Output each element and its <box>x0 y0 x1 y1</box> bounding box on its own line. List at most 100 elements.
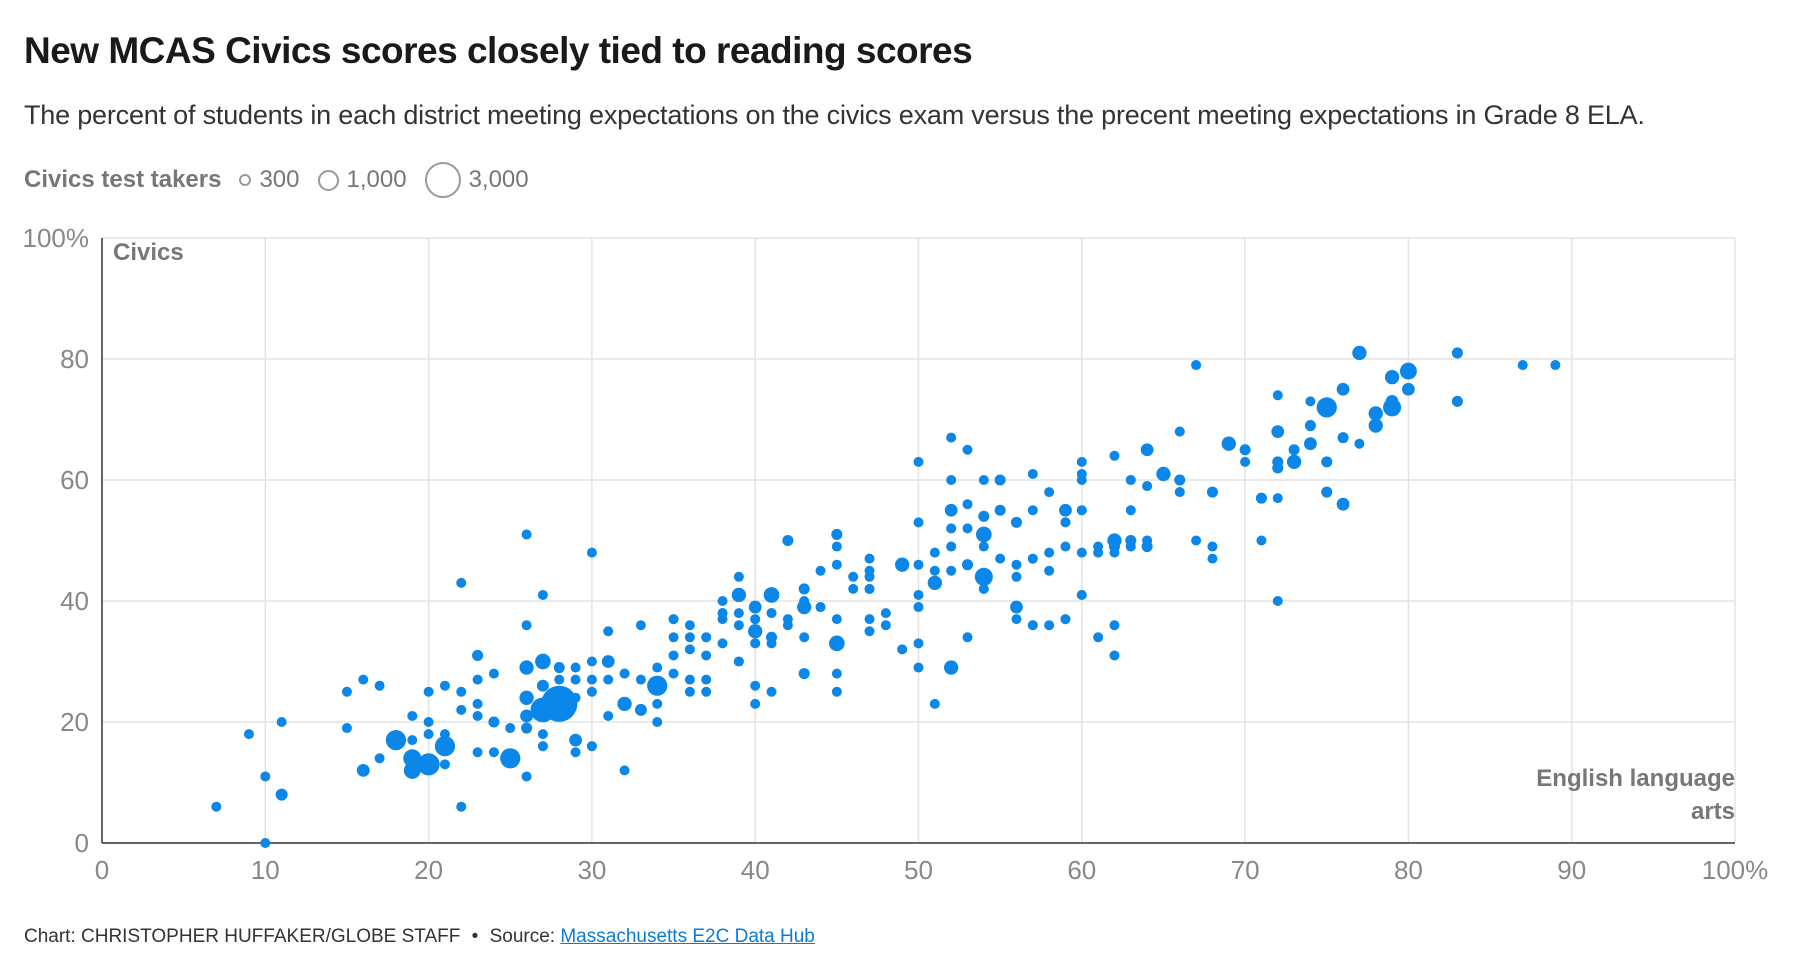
data-point <box>995 553 1006 564</box>
data-point <box>975 526 992 543</box>
data-point <box>1142 535 1153 546</box>
data-point <box>519 660 534 675</box>
data-point <box>1352 345 1367 361</box>
data-point <box>1093 632 1104 643</box>
data-point <box>750 638 761 649</box>
x-tick-label: 70 <box>1231 855 1260 885</box>
data-point <box>570 692 581 703</box>
data-point <box>701 650 712 661</box>
y-tick-label: 0 <box>75 828 89 858</box>
data-point <box>1402 382 1415 396</box>
data-point <box>1044 487 1055 498</box>
data-point <box>831 559 842 570</box>
data-point <box>880 620 891 631</box>
data-point <box>1272 390 1283 401</box>
data-point <box>1256 535 1267 546</box>
data-point <box>603 674 614 685</box>
data-point <box>1076 589 1087 601</box>
data-points <box>211 345 1561 848</box>
data-point <box>895 557 910 572</box>
data-point <box>417 753 440 776</box>
data-point <box>701 632 712 643</box>
scatter-chart: 0 10 20 30 40 50 60 70 80 90 100% 0 20 40 60 80 100% Civ… <box>23 223 1769 885</box>
data-point <box>962 499 973 510</box>
data-point <box>1336 382 1350 396</box>
x-tick-label: 10 <box>251 855 280 885</box>
data-point <box>733 571 744 582</box>
data-point <box>1125 505 1136 516</box>
chart-subtitle: The percent of students in each district… <box>24 100 1645 130</box>
data-point <box>1027 468 1038 479</box>
data-point <box>799 632 810 643</box>
axes: 0 10 20 30 40 50 60 70 80 90 100% 0 20 40 60 80 100% <box>23 223 1769 885</box>
footer: Chart: CHRISTOPHER HUFFAKER/GLOBE STAFF … <box>24 926 815 948</box>
data-point <box>1451 395 1463 407</box>
x-axis-label-line1: English language <box>1536 765 1735 792</box>
data-point <box>880 608 891 619</box>
data-point <box>647 675 668 696</box>
data-point <box>488 716 500 728</box>
y-tick-label: 60 <box>60 465 89 495</box>
data-point <box>913 602 924 613</box>
y-tick-label: 100% <box>23 223 90 253</box>
x-tick-label: 30 <box>577 855 606 885</box>
data-point <box>1272 596 1283 606</box>
legend-circle-medium-icon <box>317 169 339 191</box>
data-point <box>944 503 958 517</box>
data-point <box>864 553 875 564</box>
data-point <box>423 729 434 740</box>
data-point <box>403 761 421 779</box>
data-point <box>961 559 974 571</box>
data-point <box>848 583 859 594</box>
data-point <box>750 680 761 691</box>
legend-item-medium: 1,000 <box>317 166 407 194</box>
data-point <box>798 668 810 680</box>
data-point <box>684 644 695 655</box>
data-point <box>831 528 843 540</box>
data-point <box>668 632 679 643</box>
data-point <box>978 541 989 552</box>
data-point <box>864 565 875 576</box>
data-point <box>848 571 859 582</box>
data-point <box>831 686 842 697</box>
data-point <box>1010 516 1023 528</box>
data-point <box>1368 418 1383 433</box>
data-point <box>652 698 663 709</box>
data-point <box>1027 505 1038 516</box>
legend-circle-large-icon <box>424 162 461 198</box>
data-point <box>374 753 385 764</box>
data-point <box>520 709 533 723</box>
data-point <box>1316 397 1337 418</box>
data-point <box>831 541 842 552</box>
data-point <box>913 589 924 600</box>
legend-item-small: 300 <box>239 166 300 194</box>
gridlines <box>102 237 1736 843</box>
data-point <box>731 587 747 603</box>
data-point <box>1550 360 1561 371</box>
data-point <box>554 674 565 685</box>
data-point <box>1305 396 1316 407</box>
data-point <box>1011 571 1022 582</box>
data-point <box>586 656 597 667</box>
data-point <box>1271 425 1285 438</box>
data-point <box>423 717 434 727</box>
data-point <box>488 668 499 679</box>
data-point <box>701 686 712 697</box>
data-point <box>1011 614 1022 625</box>
footer-source-link[interactable]: Massachusetts E2C Data Hub <box>560 926 815 947</box>
data-point <box>521 529 532 540</box>
y-tick-label: 80 <box>60 344 89 374</box>
data-point <box>684 686 695 697</box>
x-axis-label-line2: arts <box>1691 798 1735 825</box>
data-point <box>500 748 521 769</box>
data-point <box>913 638 924 649</box>
data-point <box>570 747 581 758</box>
data-point <box>1399 362 1417 380</box>
data-point <box>1206 486 1218 498</box>
size-legend: Civics test takers 300 1,000 3,000 <box>24 160 547 200</box>
data-point <box>1109 547 1120 558</box>
data-point <box>946 523 957 534</box>
data-point <box>829 635 845 652</box>
data-point <box>1011 559 1022 570</box>
data-point <box>1109 650 1120 661</box>
